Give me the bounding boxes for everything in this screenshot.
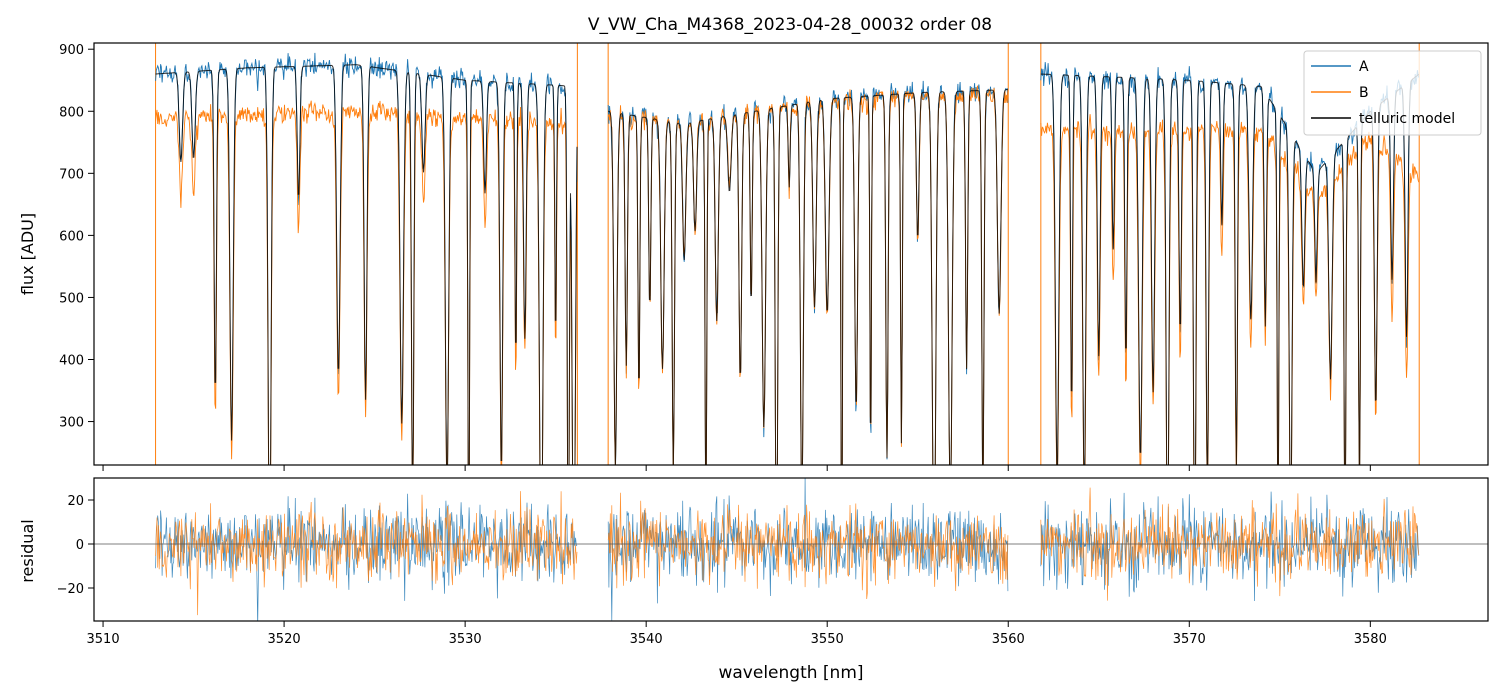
flux-y-ticks: 300 400 500 600 700 800 900 xyxy=(59,43,94,431)
residual-y-label: residual xyxy=(18,519,37,582)
residual-a-line xyxy=(155,493,578,621)
residual-y-tick-label: 0 xyxy=(76,538,84,553)
flux-y-tick-label: 700 xyxy=(59,167,84,182)
residual-panel-frame xyxy=(93,477,1489,622)
residual-b-line xyxy=(607,492,1009,600)
flux-y-tick-label: 500 xyxy=(59,291,84,306)
legend-label-b: B xyxy=(1359,85,1369,101)
legend-label-a: A xyxy=(1359,59,1369,75)
residual-y-tick-label: 20 xyxy=(67,494,84,509)
residual-x-ticks: 3510 3520 3530 3540 3550 3560 3570 3580 xyxy=(87,621,1387,647)
residual-y-tick-label: −20 xyxy=(57,582,84,597)
flux-panel-frame xyxy=(93,42,1489,466)
series-b-line xyxy=(1040,114,1420,465)
telluric-model-line xyxy=(155,64,578,465)
series-b-line xyxy=(607,85,1009,465)
x-tick-label: 3570 xyxy=(1173,632,1206,647)
x-tick-label: 3520 xyxy=(268,632,301,647)
x-tick-label: 3510 xyxy=(87,632,120,647)
x-tick-label: 3540 xyxy=(630,632,663,647)
chart-title: V_VW_Cha_M4368_2023-04-28_00032 order 08 xyxy=(588,15,992,35)
flux-x-ticks xyxy=(102,465,1371,471)
x-tick-label: 3550 xyxy=(811,632,844,647)
legend: A B telluric model xyxy=(1303,50,1482,136)
x-tick-label: 3560 xyxy=(992,632,1025,647)
residual-plot-area xyxy=(94,478,1488,621)
x-tick-label: 3530 xyxy=(449,632,482,647)
residual-b-line xyxy=(1040,487,1420,601)
flux-y-tick-label: 800 xyxy=(59,105,84,120)
legend-frame xyxy=(1303,50,1482,136)
flux-y-tick-label: 600 xyxy=(59,229,84,244)
residual-a-line xyxy=(607,478,1009,621)
residual-y-ticks: −20 0 20 xyxy=(57,494,94,597)
flux-y-label: flux [ADU] xyxy=(18,213,37,295)
x-axis-label: wavelength [nm] xyxy=(718,663,863,683)
flux-y-tick-label: 400 xyxy=(59,354,84,369)
residual-b-line xyxy=(155,491,578,616)
x-tick-label: 3580 xyxy=(1354,632,1387,647)
telluric-model-line xyxy=(608,89,1008,465)
legend-label-model: telluric model xyxy=(1359,111,1455,127)
flux-y-tick-label: 300 xyxy=(59,416,84,431)
flux-y-tick-label: 900 xyxy=(59,43,84,58)
flux-panel: 300 400 500 600 700 800 900 flux [ADU] A B tel… xyxy=(18,42,1489,471)
